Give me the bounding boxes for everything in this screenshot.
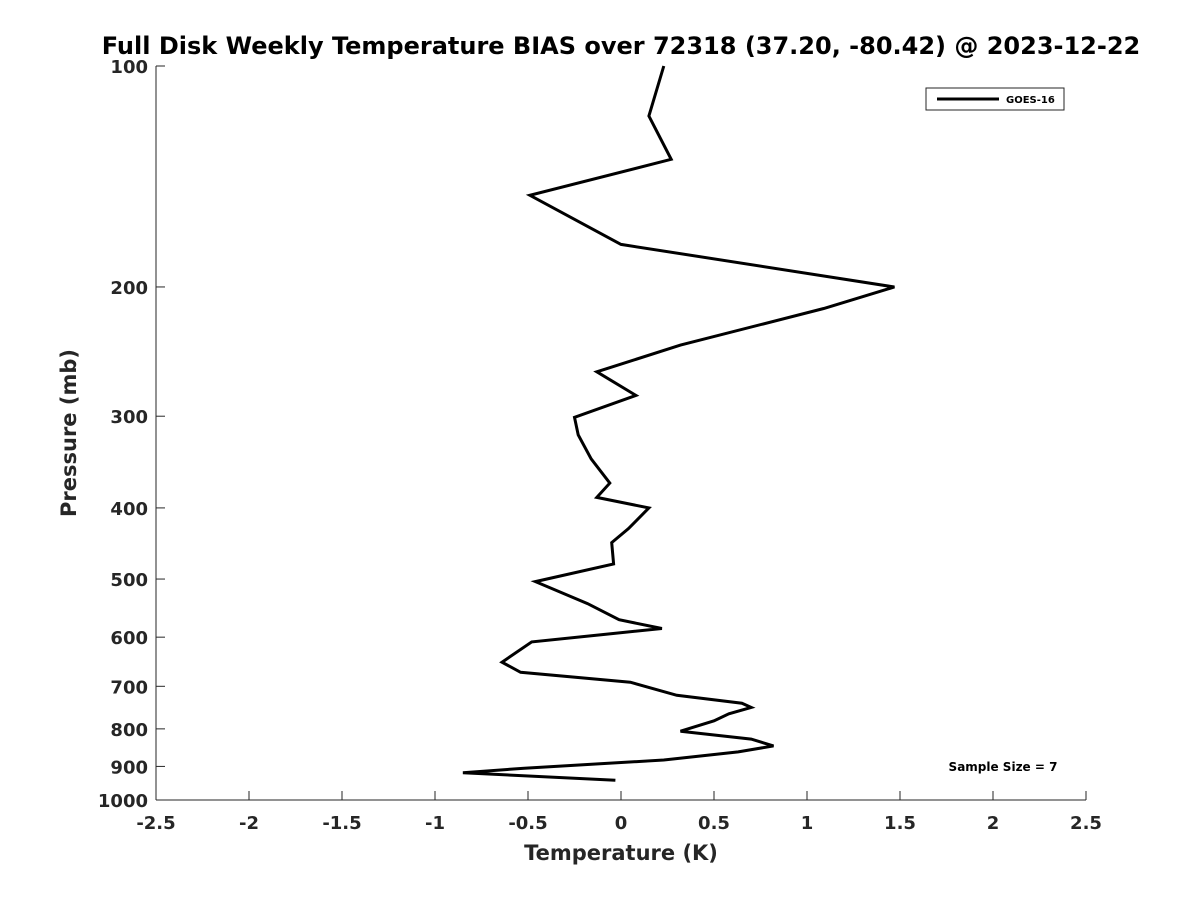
x-ticks: -2.5 -2 -1.5 -1 -0.5 0 0.5 1 1.5 2 2.5 — [136, 791, 1102, 834]
legend: GOES-16 — [926, 88, 1064, 110]
x-tick-label: 1 — [801, 813, 814, 834]
legend-label-goes-16: GOES-16 — [1006, 95, 1055, 106]
x-tick-label: -1 — [425, 813, 445, 834]
y-tick-label: 700 — [110, 677, 148, 698]
x-tick-label: 2 — [987, 813, 1000, 834]
y-tick-label: 600 — [110, 628, 148, 649]
x-tick-label: 2.5 — [1070, 813, 1102, 834]
x-tick-label: 0 — [615, 813, 628, 834]
sample-size-annotation: Sample Size = 7 — [949, 760, 1058, 774]
y-tick-label: 200 — [110, 278, 148, 299]
x-tick-label: 0.5 — [698, 813, 730, 834]
y-tick-label: 400 — [110, 499, 148, 520]
axes — [156, 66, 1086, 800]
y-tick-label: 100 — [110, 57, 148, 78]
series-line-goes-16 — [463, 66, 895, 780]
x-tick-label: -2 — [239, 813, 259, 834]
x-axis-label: Temperature (K) — [524, 841, 718, 865]
chart-title: Full Disk Weekly Temperature BIAS over 7… — [102, 32, 1141, 60]
x-tick-label: -0.5 — [508, 813, 547, 834]
y-tick-label: 800 — [110, 720, 148, 741]
x-tick-label: -1.5 — [322, 813, 361, 834]
x-tick-label: -2.5 — [136, 813, 175, 834]
y-axis-label: Pressure (mb) — [57, 349, 81, 517]
y-tick-label: 500 — [110, 570, 148, 591]
y-ticks: 100 200 300 400 500 600 700 800 900 1000 — [98, 57, 165, 812]
series-layer — [463, 66, 895, 780]
x-tick-label: 1.5 — [884, 813, 916, 834]
y-tick-label: 1000 — [98, 791, 148, 812]
y-tick-label: 900 — [110, 757, 148, 778]
y-tick-label: 300 — [110, 407, 148, 428]
